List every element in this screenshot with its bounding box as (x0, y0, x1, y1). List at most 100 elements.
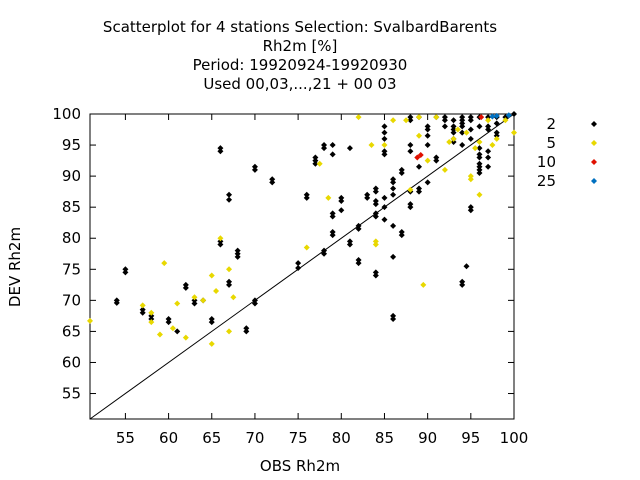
scatter-point-series-2 (467, 204, 474, 211)
scatter-point-series-5 (217, 235, 224, 242)
chart-title-line: Rh2m [%] (263, 37, 338, 55)
scatter-point-series-5 (355, 114, 362, 121)
y-tick-label: 65 (62, 322, 81, 340)
scatter-point-series-2 (338, 207, 345, 214)
scatter-point-series-2 (234, 250, 241, 257)
scatter-point-series-5 (485, 117, 492, 124)
scatter-point-series-2 (355, 256, 362, 263)
scatter-point-series-5 (208, 272, 215, 279)
scatter-point-series-2 (251, 166, 258, 173)
scatter-point-series-5 (463, 129, 470, 136)
plot-frame (89, 113, 515, 420)
scatter-point-series-2 (424, 126, 431, 133)
scatter-point-series-5 (403, 117, 410, 124)
diagonal-reference-line (89, 113, 515, 420)
scatter-point-series-2 (459, 129, 466, 136)
scatter-point-series-2 (416, 188, 423, 195)
scatter-point-series-2 (476, 154, 483, 161)
scatter-point-series-2 (433, 157, 440, 164)
scatter-point-series-2 (113, 299, 120, 306)
scatter-point-series-2 (381, 135, 388, 142)
chart-title-line: Period: 19920924-19920930 (193, 56, 408, 74)
scatter-point-series-2 (321, 250, 328, 257)
x-tick-label: 80 (332, 429, 351, 447)
scatter-point-series-2 (459, 123, 466, 130)
scatter-point-series-5 (316, 160, 323, 167)
scatter-point-series-5 (416, 114, 423, 121)
scatter-point-series-2 (381, 216, 388, 223)
scatter-point-series-2 (321, 145, 328, 152)
scatter-point-series-2 (165, 319, 172, 326)
scatter-point-series-2 (398, 229, 405, 236)
scatter-point-series-5 (156, 331, 163, 338)
scatter-point-series-2 (303, 194, 310, 201)
scatter-point-series-2 (463, 263, 470, 270)
scatter-point-series-2 (381, 123, 388, 130)
scatter-point-series-2 (148, 315, 155, 322)
scatter-point-series-2 (372, 185, 379, 192)
scatter-point-series-5 (148, 309, 155, 316)
scatter-point-series-2 (191, 300, 198, 307)
scatter-point-series-5 (450, 135, 457, 142)
scatter-point-series-2 (459, 114, 466, 121)
scatter-point-series-2 (390, 179, 397, 186)
x-tick-label: 100 (500, 429, 529, 447)
scatter-point-series-5 (441, 166, 448, 173)
scatter-point-series-2 (485, 126, 492, 133)
scatter-point-series-2 (312, 154, 319, 161)
scatter-point-series-2 (372, 210, 379, 217)
scatter-point-series-5 (420, 281, 427, 288)
scatter-point-series-25 (493, 112, 500, 119)
scatter-point-series-2 (321, 247, 328, 254)
scatter-point-series-2 (182, 281, 189, 288)
legend-label: 25 (537, 172, 556, 190)
scatter-point-series-5 (472, 145, 479, 152)
scatter-point-series-2 (390, 176, 397, 183)
scatter-point-series-2 (165, 315, 172, 322)
scatter-point-series-2 (441, 117, 448, 124)
scatter-point-series-2 (476, 151, 483, 158)
scatter-point-series-2 (467, 117, 474, 124)
scatter-point-series-2 (485, 154, 492, 161)
y-tick-label: 70 (62, 291, 81, 309)
scatter-point-series-2 (364, 194, 371, 201)
scatter-point-series-2 (226, 278, 233, 285)
scatter-point-series-2 (390, 185, 397, 192)
scatter-point-series-2 (390, 315, 397, 322)
scatter-point-series-2 (208, 319, 215, 326)
scatter-point-series-5 (213, 288, 220, 295)
scatter-point-series-5 (372, 241, 379, 248)
scatter-point-series-5 (467, 173, 474, 180)
scatter-point-series-2 (450, 129, 457, 136)
scatter-point-series-2 (139, 309, 146, 316)
scatter-point-series-2 (148, 312, 155, 319)
scatter-point-series-2 (329, 142, 336, 149)
scatter-point-series-2 (390, 253, 397, 260)
scatter-point-series-2 (381, 151, 388, 158)
y-tick-label: 55 (62, 385, 81, 403)
scatter-point-series-2 (441, 123, 448, 130)
scatter-point-series-2 (139, 306, 146, 313)
scatter-point-series-25 (489, 113, 496, 120)
scatter-point-series-2 (398, 166, 405, 173)
y-tick-label: 80 (62, 229, 81, 247)
legend-label: 10 (537, 153, 556, 171)
legend-label: 5 (546, 134, 556, 152)
scatter-point-series-2 (312, 160, 319, 167)
scatter-point-series-2 (433, 154, 440, 161)
x-tick-label: 55 (116, 429, 135, 447)
x-tick-label: 65 (202, 429, 221, 447)
scatter-point-series-5 (208, 340, 215, 347)
scatter-point-series-2 (493, 120, 500, 127)
x-tick-label: 85 (375, 429, 394, 447)
scatter-point-series-2 (312, 157, 319, 164)
scatter-point-series-2 (303, 191, 310, 198)
scatter-point-series-2 (416, 163, 423, 170)
scatter-point-series-2 (459, 281, 466, 288)
scatter-point-series-2 (234, 253, 241, 260)
scatter-point-series-2 (485, 163, 492, 170)
scatter-point-series-2 (398, 232, 405, 239)
scatter-point-series-2 (372, 213, 379, 220)
scatter-point-series-2 (467, 207, 474, 214)
